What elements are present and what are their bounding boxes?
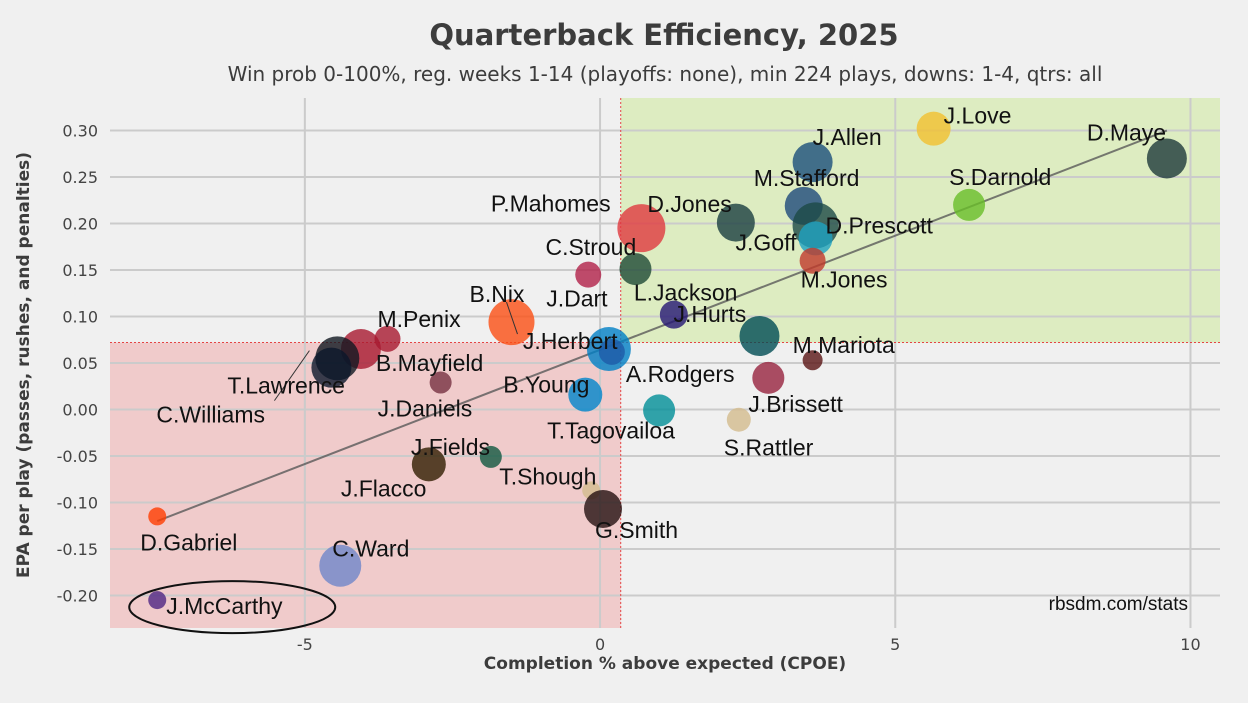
bad-quadrant-shade — [110, 342, 621, 628]
point-label: J.Dart — [546, 286, 608, 312]
y-tick-label: -0.15 — [57, 540, 98, 559]
point-label: T.Tagovailoa — [547, 417, 675, 443]
point-j-love[interactable] — [916, 111, 951, 146]
point-t-tagovailoa[interactable] — [643, 394, 676, 427]
y-tick-label: 0.30 — [62, 122, 98, 141]
chart-subtitle: Win prob 0-100%, reg. weeks 1-14 (playof… — [227, 62, 1103, 86]
point-label: A.Rodgers — [626, 361, 735, 387]
point-label: B.Mayfield — [376, 350, 483, 376]
point-label: J.Flacco — [341, 475, 427, 501]
point-a-rodgers[interactable] — [598, 338, 625, 365]
point-label: S.Rattler — [724, 435, 814, 461]
y-tick-label: 0.20 — [62, 215, 98, 234]
leader-line — [506, 301, 518, 335]
point-label: J.Allen — [813, 124, 882, 150]
data-points — [148, 111, 1187, 610]
point-label: M.Mariota — [793, 332, 895, 358]
chart-title: Quarterback Efficiency, 2025 — [429, 18, 899, 52]
point-label: J.Fields — [411, 434, 490, 460]
point-label: J.Hurts — [673, 301, 746, 327]
point-m-penix[interactable] — [374, 325, 401, 352]
y-tick-label: 0.00 — [62, 400, 98, 419]
point-label: B.Young — [503, 372, 589, 398]
point-label: J.Daniels — [378, 396, 473, 422]
point-b-young[interactable] — [568, 377, 603, 412]
point-label: M.Penix — [378, 306, 462, 332]
point-m-jones[interactable] — [799, 247, 826, 274]
x-tick-label: 0 — [595, 635, 605, 654]
point-c-williams[interactable] — [311, 347, 352, 388]
point-b-nix[interactable] — [488, 299, 535, 346]
y-tick-label: 0.05 — [62, 354, 98, 373]
x-tick-label: 5 — [890, 635, 900, 654]
point-label: J.Love — [944, 103, 1012, 129]
y-tick-label: -0.05 — [57, 447, 98, 466]
point-j-dart[interactable] — [575, 261, 602, 288]
point-c-stroud[interactable] — [619, 253, 652, 286]
point-j-mccarthy[interactable] — [148, 591, 167, 610]
point-label: C.Stroud — [545, 234, 636, 260]
point-label: B.Nix — [469, 281, 524, 307]
x-tick-label: 10 — [1180, 635, 1200, 654]
point-j-hurts[interactable] — [739, 316, 780, 357]
point-label: J.Herbert — [523, 328, 618, 354]
point-j-goff[interactable] — [798, 221, 833, 256]
point-label: J.Brissett — [748, 391, 843, 417]
point-label: C.Williams — [156, 402, 265, 428]
y-tick-label: -0.10 — [57, 493, 98, 512]
point-d-maye[interactable] — [1146, 138, 1187, 179]
highlight-ellipse — [128, 580, 337, 635]
point-label: L.Jackson — [634, 280, 738, 306]
point-p-mahomes[interactable] — [716, 203, 755, 242]
point-label: D.Jones — [647, 191, 731, 217]
point-label: D.Prescott — [826, 212, 934, 238]
point-label: D.Maye — [1087, 119, 1166, 145]
leader-line — [273, 350, 310, 401]
point-label: C.Ward — [332, 536, 409, 562]
point-d-gabriel[interactable] — [148, 507, 167, 526]
credit-text: rbsdm.com/stats — [1049, 594, 1188, 615]
point-j-daniels[interactable] — [429, 371, 452, 394]
trend-line — [156, 129, 1168, 523]
point-d-jones[interactable] — [617, 204, 666, 253]
y-tick-label: -0.20 — [57, 586, 98, 605]
point-j-brissett[interactable] — [752, 361, 785, 394]
point-label: T.Lawrence — [227, 372, 345, 398]
y-tick-label: 0.10 — [62, 308, 98, 327]
point-label: J.Goff — [736, 229, 798, 255]
point-m-mariota[interactable] — [802, 350, 823, 371]
point-g-smith[interactable] — [584, 489, 623, 528]
point-j-fields[interactable] — [479, 445, 502, 468]
point-label: P.Mahomes — [491, 191, 611, 217]
point-c-ward[interactable] — [319, 544, 362, 587]
point-label: G.Smith — [595, 517, 678, 543]
point-label: M.Stafford — [754, 165, 860, 191]
point-s-darnold[interactable] — [953, 188, 986, 221]
point-label: J.McCarthy — [166, 593, 283, 619]
x-tick-label: -5 — [297, 635, 313, 654]
point-label: D.Gabriel — [140, 529, 237, 555]
y-tick-label: 0.25 — [62, 168, 98, 187]
point-j-allen[interactable] — [792, 142, 833, 183]
point-label: M.Jones — [801, 267, 888, 293]
y-tick-label: 0.15 — [62, 261, 98, 280]
point-label: T.Shough — [499, 463, 596, 489]
x-axis-label: Completion % above expected (CPOE) — [483, 654, 847, 674]
point-label: S.Darnold — [949, 164, 1051, 190]
point-j-flacco[interactable] — [411, 447, 446, 482]
point-l-jackson[interactable] — [659, 300, 688, 329]
point-s-rattler[interactable] — [726, 407, 751, 432]
